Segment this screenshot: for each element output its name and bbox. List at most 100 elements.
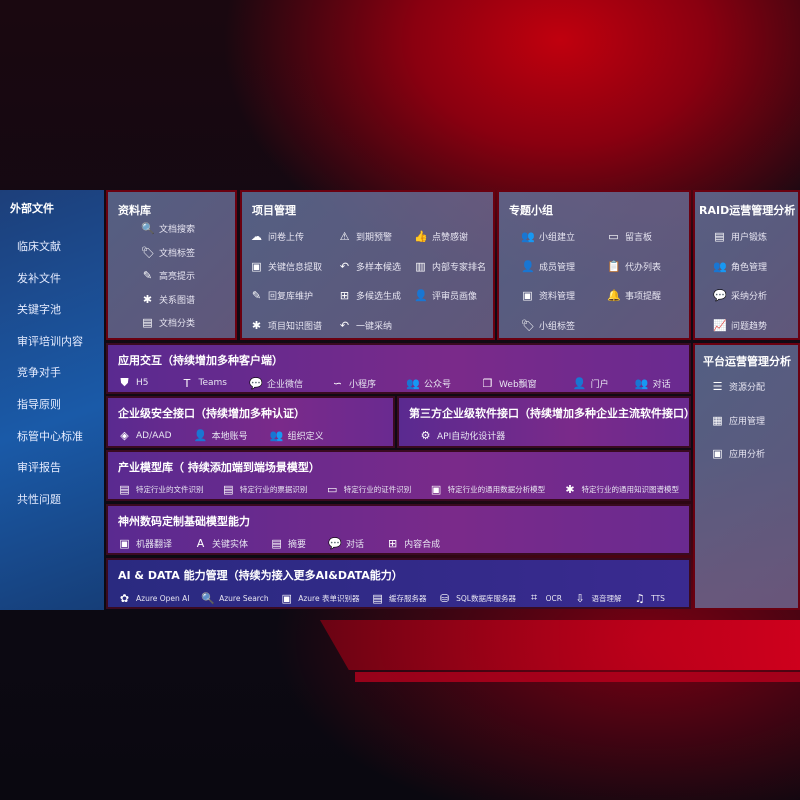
item-users[interactable]: 👥 角色管理 xyxy=(713,260,767,273)
item-chart[interactable]: ▣ 特定行业的通用数据分析模型 xyxy=(430,483,545,496)
openai-icon: ✿ xyxy=(119,591,130,605)
item-openai[interactable]: ✿ Azure Open AI xyxy=(118,592,190,605)
item-user[interactable]: 👤 评审员画像 xyxy=(414,289,477,302)
item-label: TTS xyxy=(651,593,665,603)
item-analysis[interactable]: ▣ 应用分析 xyxy=(711,447,765,460)
sidebar-item[interactable]: 审评报告 xyxy=(17,461,61,475)
item-label: 高亮提示 xyxy=(159,272,196,282)
sidebar-item[interactable]: 指导原则 xyxy=(17,397,61,411)
item-edit[interactable]: ✎ 回复库维护 xyxy=(250,289,313,302)
item-clipboard[interactable]: 📋 代办列表 xyxy=(607,260,661,273)
item-qa[interactable]: 💬 采纳分析 xyxy=(713,289,767,302)
cache-icon: ▤ xyxy=(372,591,383,605)
item-translate[interactable]: ▣ 机器翻译 xyxy=(118,537,172,550)
item-web-window[interactable]: ❐ Web飘窗 xyxy=(481,377,537,390)
item-bbs[interactable]: ▭ 留言板 xyxy=(607,230,652,243)
sidebar-item[interactable]: 标管中心标准 xyxy=(17,429,83,443)
item-doc-search[interactable]: 🔍 文档搜索 xyxy=(141,222,195,235)
item-label: 代办列表 xyxy=(625,262,662,273)
sidebar-item[interactable]: 竞争对手 xyxy=(17,366,61,380)
item-graph[interactable]: ✱ 特定行业的通用知识图谱模型 xyxy=(564,483,680,496)
item-tts[interactable]: ♫ TTS xyxy=(633,592,665,605)
item-sql[interactable]: ⛁ SQL数据库服务器 xyxy=(438,592,516,605)
item-org[interactable]: 👥 组织定义 xyxy=(270,429,324,442)
item-thumbs-up[interactable]: 👍 点赞感谢 xyxy=(414,230,468,243)
item-extract[interactable]: ▣ 关键信息提取 xyxy=(250,260,322,273)
item-ocr[interactable]: ⌗ OCR xyxy=(528,591,562,605)
item-ad[interactable]: ◈ AD/AAD xyxy=(118,429,172,442)
item-label: 小组建立 xyxy=(539,233,576,243)
panel-industry-models: 产业模型库（ 持续添加端到端场景模型） ▤ 特定行业的文件识别 ▤ 特定行业的票据识别… xyxy=(106,450,691,501)
item-tag[interactable]: 🏷 小组标签 xyxy=(521,319,575,332)
item-chat[interactable]: 👥 对话 xyxy=(635,377,671,390)
panel-title: 项目管理 xyxy=(252,204,296,217)
graph-icon: ✱ xyxy=(251,318,262,332)
analysis-icon: ▣ xyxy=(712,447,723,460)
item-compose[interactable]: ⊞ 内容合成 xyxy=(386,537,440,550)
summary-icon: ▤ xyxy=(271,537,282,550)
sidebar-item[interactable]: 发补文件 xyxy=(17,271,61,285)
item-portal[interactable]: 👤 门户 xyxy=(573,377,609,390)
item-id-card[interactable]: ▭ 特定行业的证件识别 xyxy=(326,483,411,496)
item-id-card[interactable]: ▤ 用户锻炼 xyxy=(713,230,767,243)
item-label: 资源分配 xyxy=(729,383,766,393)
item-label: 关键信息提取 xyxy=(268,262,323,273)
sidebar-item[interactable]: 临床文献 xyxy=(17,240,61,253)
chart-icon: ▣ xyxy=(430,483,442,496)
item-user-add[interactable]: 👤 成员管理 xyxy=(521,260,575,273)
item-entity[interactable]: A 关键实体 xyxy=(194,537,248,550)
item-trend[interactable]: 📈 问题趋势 xyxy=(713,319,767,332)
item-label: 特定行业的通用知识图谱模型 xyxy=(581,485,680,494)
item-group[interactable]: 👥 小组建立 xyxy=(521,230,575,243)
item-search[interactable]: 🔍 Azure Search xyxy=(201,592,269,605)
item-label: 小程序 xyxy=(349,379,377,390)
item-bell[interactable]: 🔔 事项提醒 xyxy=(607,289,661,302)
item-apps[interactable]: ▦ 应用管理 xyxy=(711,414,765,427)
item-speech[interactable]: ⇩ 语音理解 xyxy=(574,592,621,605)
item-local-account[interactable]: 👤 本地账号 xyxy=(194,429,248,442)
item-label: 留言板 xyxy=(625,233,653,243)
item-html5[interactable]: ⛊ H5 xyxy=(118,376,148,390)
item-graph[interactable]: ✱ 关系图谱 xyxy=(141,293,195,306)
item-teams[interactable]: T Teams xyxy=(181,377,227,390)
teams-icon: T xyxy=(183,376,191,390)
item-receipt[interactable]: ▤ 特定行业的票据识别 xyxy=(222,483,307,496)
folder-icon: ▣ xyxy=(522,289,533,302)
item-reply[interactable]: ↶ 一键采纳 xyxy=(338,319,392,332)
item-checklist[interactable]: ☰ 资源分配 xyxy=(711,380,765,393)
item-highlight[interactable]: ✎ 高亮提示 xyxy=(141,269,195,282)
item-wechat[interactable]: 💬 企业微信 xyxy=(249,377,303,390)
item-doc-category[interactable]: ▤ 文档分类 xyxy=(141,316,195,329)
item-graph[interactable]: ✱ 项目知识图谱 xyxy=(250,319,322,332)
item-form[interactable]: ▣ Azure 表单识别器 xyxy=(280,592,360,605)
item-chat[interactable]: 💬 对话 xyxy=(328,537,364,550)
sidebar-item[interactable]: 关键字池 xyxy=(17,303,61,317)
item-tag[interactable]: 🏷 文档标签 xyxy=(141,246,195,259)
sidebar-item[interactable]: 审评培训内容 xyxy=(17,334,83,348)
item-reply-all[interactable]: ↶ 多样本候选 xyxy=(338,260,401,273)
item-alarm[interactable]: ⚠ 到期预警 xyxy=(338,230,392,243)
item-api-gear[interactable]: ⚙ API自动化设计器 xyxy=(419,429,506,442)
item-official-account[interactable]: 👥 公众号 xyxy=(406,377,451,390)
item-folder[interactable]: ▣ 资料管理 xyxy=(521,289,575,302)
item-file[interactable]: ▤ 特定行业的文件识别 xyxy=(118,483,203,496)
extract-icon: ▣ xyxy=(251,259,262,273)
apps-icon: ▦ xyxy=(712,413,723,427)
ad-icon: ◈ xyxy=(120,429,129,442)
item-cloud-upload[interactable]: ☁ 问卷上传 xyxy=(250,230,304,243)
item-puzzle[interactable]: ⊞ 多候选生成 xyxy=(338,289,401,302)
item-label: 应用分析 xyxy=(729,450,766,460)
panel-ai-data: AI & DATA 能力管理（持续为接入更多AI&DATA能力） ✿ Azure … xyxy=(106,558,691,609)
item-ranking[interactable]: ▥ 内部专家排名 xyxy=(414,260,486,273)
item-label: AD/AAD xyxy=(136,430,172,441)
item-label: 文档搜索 xyxy=(159,225,196,235)
item-label: 应用管理 xyxy=(729,416,766,427)
item-label: 多样本候选 xyxy=(356,262,402,273)
item-summary[interactable]: ▤ 摘要 xyxy=(270,537,306,550)
item-cache[interactable]: ▤ 缓存服务器 xyxy=(371,591,426,605)
item-miniprogram[interactable]: ∽ 小程序 xyxy=(331,377,376,390)
users-icon: 👥 xyxy=(713,259,727,273)
sidebar-item[interactable]: 共性问题 xyxy=(17,492,61,506)
file-icon: ▤ xyxy=(119,483,130,496)
item-label: 成员管理 xyxy=(539,262,576,273)
